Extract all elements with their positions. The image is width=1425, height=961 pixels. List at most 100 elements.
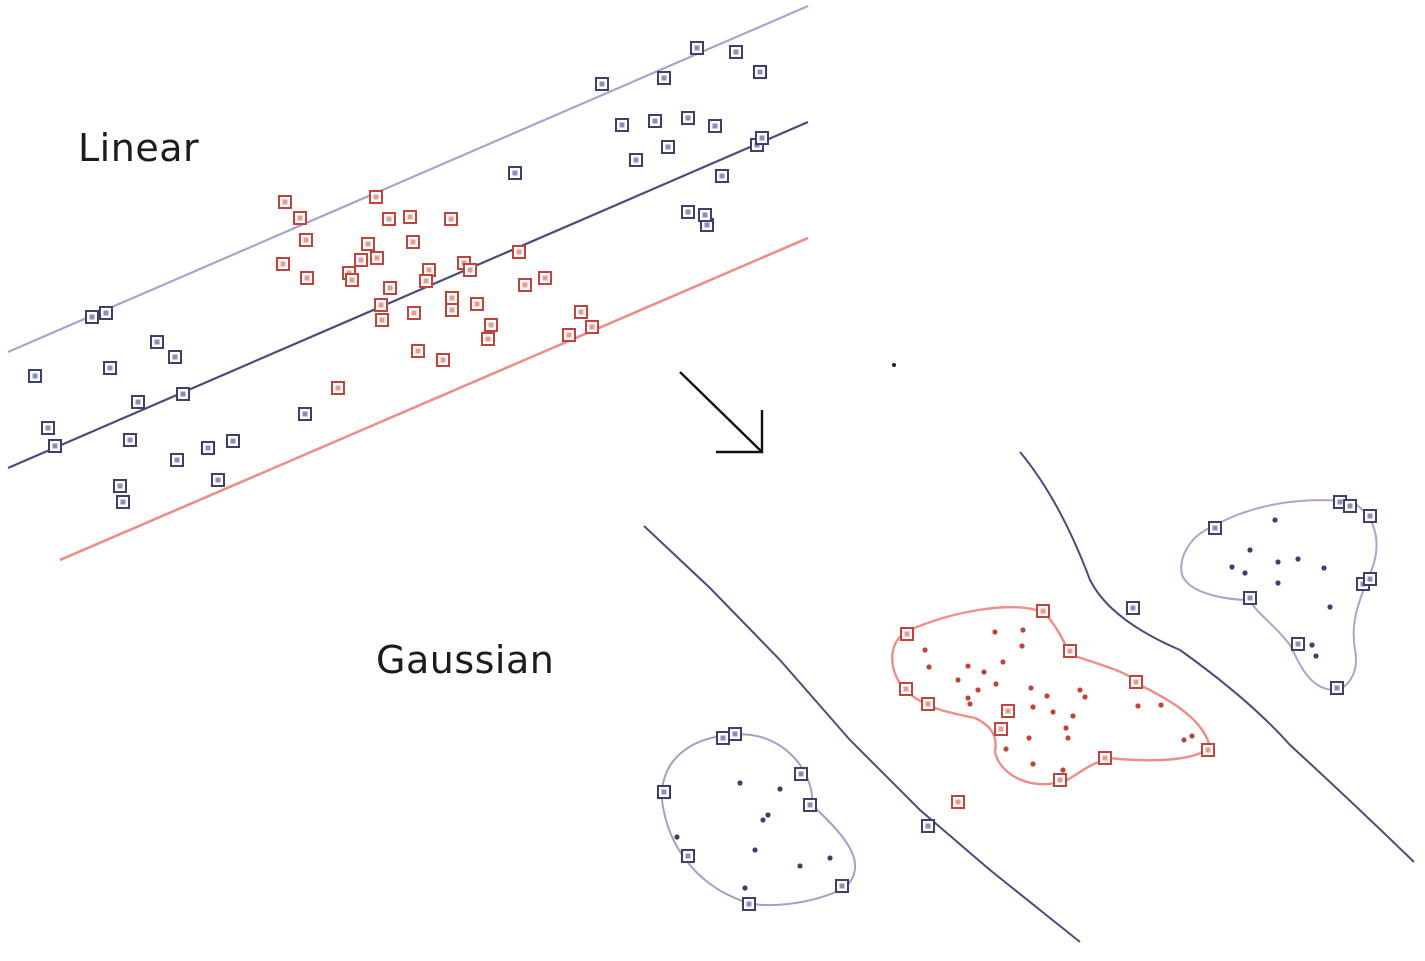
sample-dot-marker	[981, 669, 987, 675]
support-vector-marker	[562, 328, 576, 342]
gaussian-label: Gaussian	[376, 638, 555, 682]
support-vector-marker	[899, 682, 913, 696]
support-vector-marker	[729, 45, 743, 59]
support-vector-marker	[595, 77, 609, 91]
support-vector-marker	[657, 785, 671, 799]
decision-boundary-line	[7, 120, 809, 470]
linear-svm-panel	[7, 4, 809, 562]
support-vector-marker	[1208, 521, 1222, 535]
support-vector-marker	[99, 306, 113, 320]
support-vector-marker	[406, 235, 420, 249]
gaussian-svm-panel	[643, 451, 1415, 943]
sample-dot-marker	[1030, 704, 1036, 710]
sample-dot-marker	[1060, 767, 1066, 773]
support-vector-marker	[463, 263, 477, 277]
support-vector-marker	[994, 722, 1008, 736]
support-vector-marker	[681, 205, 695, 219]
sample-dot-marker	[1181, 737, 1187, 743]
support-vector-marker	[512, 245, 526, 259]
sample-dot-marker	[760, 817, 766, 823]
support-vector-marker	[1063, 644, 1077, 658]
support-vector-marker	[1363, 509, 1377, 523]
support-vector-marker	[445, 291, 459, 305]
support-vector-marker	[1243, 591, 1257, 605]
gaussian-boundary-left	[643, 525, 1081, 943]
sample-dot-marker	[1077, 687, 1083, 693]
support-vector-marker	[28, 369, 42, 383]
support-vector-marker	[716, 731, 730, 745]
sample-dot-marker	[1275, 559, 1281, 565]
support-vector-marker	[1363, 572, 1377, 586]
sample-dot-marker	[777, 786, 783, 792]
gaussian-boundary-right	[1019, 451, 1415, 863]
lower-margin-line	[59, 236, 809, 562]
sample-dot-marker	[1247, 547, 1253, 553]
support-vector-marker	[331, 381, 345, 395]
gaussian-region-left	[660, 733, 857, 907]
support-vector-marker	[374, 298, 388, 312]
support-vector-marker	[150, 335, 164, 349]
sample-dot-marker	[1065, 735, 1071, 741]
support-vector-marker	[518, 278, 532, 292]
support-vector-marker	[300, 271, 314, 285]
support-vector-marker	[755, 131, 769, 145]
support-vector-marker	[1330, 681, 1344, 695]
linear-label: Linear	[78, 126, 200, 170]
support-vector-marker	[681, 849, 695, 863]
stray-dot	[892, 363, 896, 367]
sample-dot-marker	[1026, 735, 1032, 741]
support-vector-marker	[574, 305, 588, 319]
sample-dot-marker	[827, 855, 833, 861]
sample-dot-marker	[765, 812, 771, 818]
support-vector-marker	[681, 111, 695, 125]
sample-dot-marker	[1189, 733, 1195, 739]
support-vector-marker	[411, 344, 425, 358]
support-vector-marker	[201, 441, 215, 455]
upper-margin-line	[7, 4, 809, 354]
support-vector-marker	[1201, 743, 1215, 757]
support-vector-marker	[375, 313, 389, 327]
sample-dot-marker	[1050, 709, 1056, 715]
support-vector-marker	[444, 212, 458, 226]
support-vector-marker	[835, 879, 849, 893]
support-vector-marker	[481, 332, 495, 346]
support-vector-marker	[921, 697, 935, 711]
support-vector-marker	[1036, 604, 1050, 618]
support-vector-marker	[1053, 773, 1067, 787]
support-vector-marker	[168, 350, 182, 364]
support-vector-marker	[419, 274, 433, 288]
sample-dot-marker	[1082, 694, 1088, 700]
support-vector-marker	[278, 195, 292, 209]
support-vector-marker	[615, 118, 629, 132]
support-vector-marker	[1001, 704, 1015, 718]
gaussian-data-points	[657, 495, 1377, 911]
linear-data-points	[28, 41, 769, 509]
sample-dot-marker	[1030, 761, 1036, 767]
support-vector-marker	[585, 320, 599, 334]
sample-dot-marker	[1003, 746, 1009, 752]
support-vector-marker	[116, 495, 130, 509]
support-vector-marker	[708, 119, 722, 133]
sample-dot-marker	[1070, 713, 1076, 719]
support-vector-marker	[1098, 751, 1112, 765]
support-vector-marker	[1343, 499, 1357, 513]
support-vector-marker	[538, 271, 552, 285]
sample-dot-marker	[967, 701, 973, 707]
support-vector-marker	[1129, 675, 1143, 689]
sample-dot-marker	[1295, 556, 1301, 562]
sample-dot-marker	[1063, 725, 1069, 731]
sample-dot-marker	[752, 847, 758, 853]
support-vector-marker	[715, 169, 729, 183]
sample-dot-marker	[797, 863, 803, 869]
support-vector-marker	[48, 439, 62, 453]
sample-dot-marker	[1158, 702, 1164, 708]
support-vector-marker	[921, 819, 935, 833]
arrow-down-right-icon	[679, 371, 764, 454]
support-vector-marker	[648, 114, 662, 128]
support-vector-marker	[370, 251, 384, 265]
support-vector-marker	[742, 897, 756, 911]
support-vector-marker	[803, 798, 817, 812]
sample-dot-marker	[965, 695, 971, 701]
sample-dot-marker	[737, 780, 743, 786]
